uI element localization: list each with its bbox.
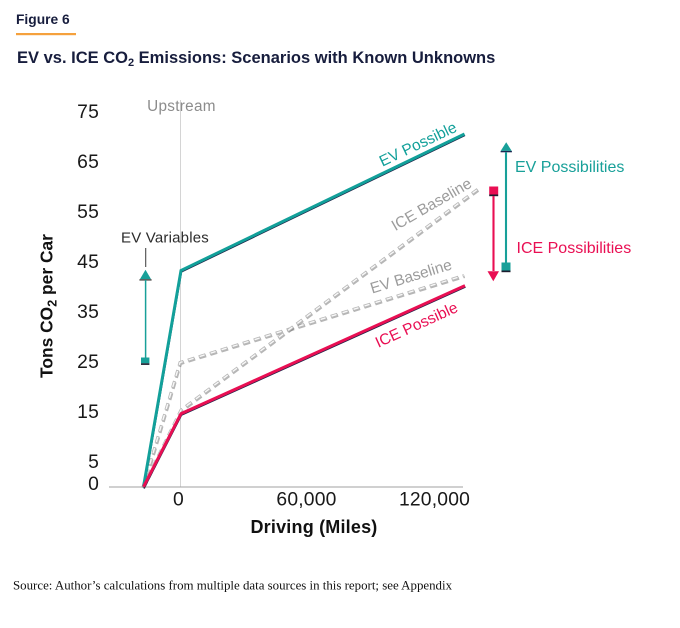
svg-text:120,000: 120,000 [399,490,470,511]
svg-text:0: 0 [173,490,184,511]
svg-text:45: 45 [77,252,99,273]
svg-text:15: 15 [77,402,99,423]
svg-text:65: 65 [77,152,99,173]
svg-text:EV Possibilities: EV Possibilities [515,159,624,176]
svg-text:EV vs. ICE CO2 Emissions: Scen: EV vs. ICE CO2 Emissions: Scenarios with… [17,49,495,69]
svg-text:Tons CO2 per Car: Tons CO2 per Car [37,234,60,378]
svg-text:0: 0 [88,474,99,495]
svg-text:55: 55 [77,202,99,223]
svg-text:Driving (Miles): Driving (Miles) [250,517,377,537]
svg-text:60,000: 60,000 [276,490,336,511]
svg-text:Source: Author’s calculations: Source: Author’s calculations from multi… [13,579,453,593]
svg-text:Figure 6: Figure 6 [16,12,70,27]
svg-text:25: 25 [77,352,99,373]
svg-text:Upstream: Upstream [147,98,216,115]
svg-text:ICE Possibilities: ICE Possibilities [517,240,632,257]
svg-text:EV Variables: EV Variables [121,230,209,247]
svg-text:5: 5 [88,452,99,473]
svg-text:75: 75 [77,102,99,123]
svg-text:35: 35 [77,302,99,323]
